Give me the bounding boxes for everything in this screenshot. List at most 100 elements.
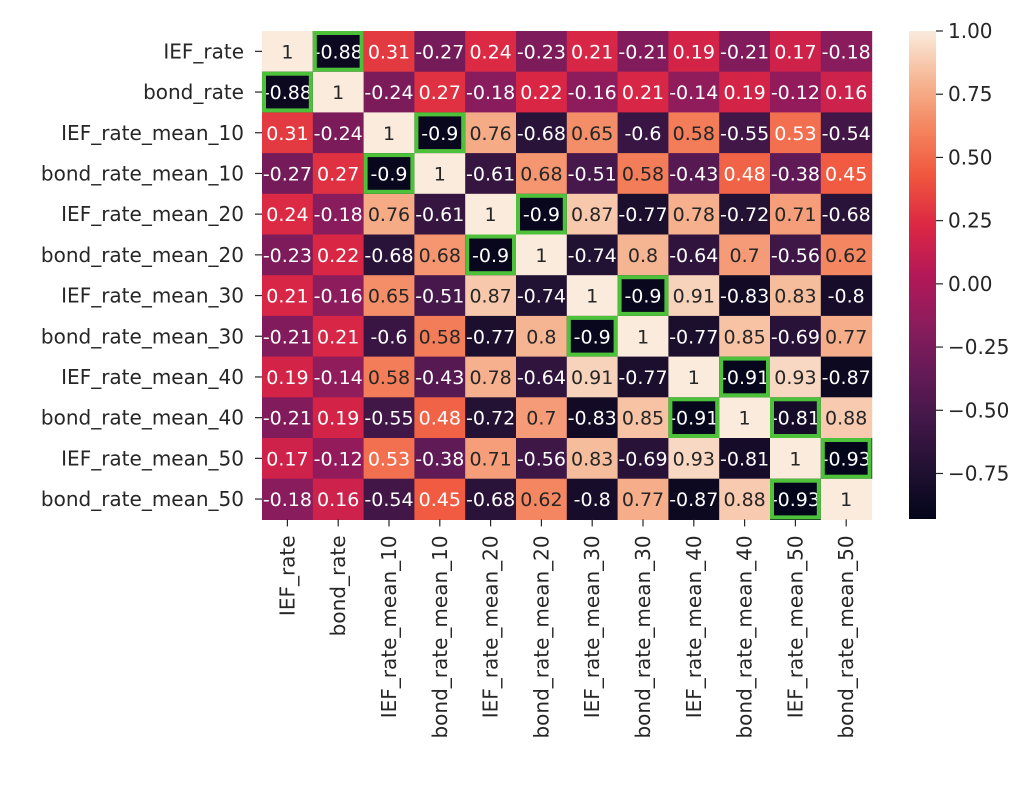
heatmap-cell-11-0 bbox=[262, 478, 314, 520]
heatmap-cell-0-10 bbox=[770, 31, 822, 73]
heatmap-value-10-6: 0.83 bbox=[571, 448, 613, 470]
heatmap-value-7-10: -0.69 bbox=[771, 326, 820, 348]
heatmap-cell-7-11 bbox=[820, 315, 873, 358]
heatmap-cell-5-0 bbox=[262, 234, 314, 276]
heatmap-value-9-3: 0.48 bbox=[419, 408, 461, 430]
heatmap-cell-9-6 bbox=[566, 397, 619, 439]
heatmap-value-10-0: 0.17 bbox=[266, 448, 308, 470]
colorbar-tick-label-7: −0.75 bbox=[948, 461, 1009, 485]
heatmap-value-4-7: -0.77 bbox=[618, 204, 667, 226]
heatmap-cell-3-2 bbox=[363, 153, 415, 195]
heatmap-cell-6-5 bbox=[516, 275, 568, 317]
heatmap-cell-6-10 bbox=[770, 275, 822, 317]
heatmap-cell-4-9 bbox=[719, 193, 771, 236]
x-tick-label-3: bond_rate_mean_10 bbox=[428, 535, 452, 738]
x-tick-label-8: IEF_rate_mean_40 bbox=[682, 535, 706, 718]
heatmap-cell-0-5 bbox=[516, 31, 568, 73]
heatmap-value-5-8: -0.64 bbox=[669, 245, 718, 267]
heatmap-cell-10-7 bbox=[617, 438, 669, 480]
heatmap-cell-0-7 bbox=[617, 31, 669, 73]
heatmap-cell-4-2 bbox=[363, 193, 415, 236]
heatmap-value-8-5: -0.64 bbox=[517, 367, 566, 389]
heatmap-value-4-3: -0.61 bbox=[415, 204, 464, 226]
heatmap-value-7-9: 0.85 bbox=[723, 326, 765, 348]
y-tick-label-10: IEF_rate_mean_50 bbox=[61, 446, 244, 470]
heatmap-value-3-9: 0.48 bbox=[723, 163, 765, 185]
heatmap-value-8-10: 0.93 bbox=[774, 367, 816, 389]
heatmap-value-7-5: 0.8 bbox=[526, 326, 556, 348]
highlight-box-6-7 bbox=[617, 275, 669, 316]
heatmap-cell-11-5 bbox=[516, 478, 568, 520]
heatmap-value-10-8: 0.93 bbox=[673, 448, 715, 470]
heatmap-cell-7-7 bbox=[617, 315, 669, 358]
heatmap-value-8-9: -0.91 bbox=[720, 367, 769, 389]
heatmap-cell-2-0 bbox=[262, 112, 314, 154]
heatmap-cell-4-0 bbox=[262, 193, 314, 236]
heatmap-value-0-6: 0.21 bbox=[571, 41, 613, 63]
highlight-box-10-11 bbox=[820, 438, 872, 479]
heatmap-value-11-9: 0.88 bbox=[723, 489, 765, 511]
heatmap-value-6-1: -0.16 bbox=[314, 286, 363, 308]
heatmap-value-1-2: -0.24 bbox=[364, 82, 413, 104]
heatmap-cell-7-4 bbox=[465, 315, 517, 358]
heatmap-cell-7-5 bbox=[516, 315, 568, 358]
heatmap-cell-5-5 bbox=[516, 234, 568, 276]
heatmap-value-0-2: 0.31 bbox=[368, 41, 410, 63]
heatmap-value-11-6: -0.8 bbox=[574, 489, 611, 511]
highlight-box-4-5 bbox=[516, 193, 567, 235]
heatmap-cell-0-0 bbox=[262, 31, 314, 73]
heatmap-value-2-2: 1 bbox=[383, 123, 395, 145]
heatmap-cell-10-0 bbox=[262, 438, 314, 480]
heatmap-cell-7-2 bbox=[363, 315, 415, 358]
heatmap-value-10-1: -0.12 bbox=[314, 448, 363, 470]
heatmap-value-11-10: -0.93 bbox=[771, 489, 820, 511]
heatmap-cell-0-8 bbox=[668, 31, 720, 73]
highlight-box-5-4 bbox=[465, 234, 517, 276]
heatmap-cell-8-6 bbox=[566, 356, 619, 398]
heatmap-cell-11-1 bbox=[312, 478, 365, 520]
heatmap-value-3-8: -0.43 bbox=[669, 163, 718, 185]
heatmap-value-8-0: 0.19 bbox=[266, 367, 308, 389]
heatmap-value-6-11: -0.8 bbox=[828, 286, 865, 308]
heatmap-cell-7-0 bbox=[262, 315, 314, 358]
heatmap-value-2-3: -0.9 bbox=[421, 123, 458, 145]
heatmap-cell-2-9 bbox=[719, 112, 771, 154]
heatmap-value-1-9: 0.19 bbox=[723, 82, 765, 104]
highlight-box-7-6 bbox=[566, 315, 618, 357]
heatmap-value-7-8: -0.77 bbox=[669, 326, 718, 348]
heatmap-cell-3-4 bbox=[465, 153, 517, 195]
heatmap-cell-8-8 bbox=[668, 356, 720, 398]
heatmap-value-9-9: 1 bbox=[739, 408, 751, 430]
highlight-boxes bbox=[262, 31, 872, 520]
heatmap-cell-5-10 bbox=[770, 234, 822, 276]
heatmap-value-3-10: -0.38 bbox=[771, 163, 820, 185]
x-tick-label-0: IEF_rate bbox=[275, 535, 299, 616]
heatmap-value-8-8: 1 bbox=[688, 367, 700, 389]
heatmap-cell-11-8 bbox=[668, 478, 720, 520]
heatmap-value-3-5: 0.68 bbox=[520, 163, 562, 185]
colorbar-tick-label-1: 0.75 bbox=[948, 82, 993, 106]
heatmap-value-1-0: -0.88 bbox=[263, 82, 312, 104]
heatmap-cell-1-0 bbox=[262, 71, 314, 113]
heatmap-cell-5-4 bbox=[465, 234, 517, 276]
heatmap-value-0-11: -0.18 bbox=[822, 41, 871, 63]
heatmap-value-0-5: -0.23 bbox=[517, 41, 566, 63]
heatmap-value-4-6: 0.87 bbox=[571, 204, 613, 226]
heatmap-value-0-8: 0.19 bbox=[673, 41, 715, 63]
highlight-box-3-2 bbox=[363, 153, 415, 194]
colorbar-tick-label-3: 0.25 bbox=[948, 209, 993, 233]
heatmap-cell-2-2 bbox=[363, 112, 415, 154]
heatmap-value-7-6: -0.9 bbox=[574, 326, 611, 348]
heatmap-value-0-1: -0.88 bbox=[314, 41, 363, 63]
heatmap-value-5-1: 0.22 bbox=[317, 245, 359, 267]
y-tick-label-6: IEF_rate_mean_30 bbox=[61, 284, 244, 308]
heatmap-cell-7-6 bbox=[566, 315, 619, 358]
heatmap-value-3-7: 0.58 bbox=[622, 163, 664, 185]
heatmap-value-7-0: -0.21 bbox=[263, 326, 312, 348]
heatmap-value-1-11: 0.16 bbox=[825, 82, 867, 104]
heatmap-value-7-2: -0.6 bbox=[370, 326, 407, 348]
heatmap-cell-2-5 bbox=[516, 112, 568, 154]
heatmap-value-2-11: -0.54 bbox=[822, 123, 871, 145]
y-tick-label-8: IEF_rate_mean_40 bbox=[61, 365, 244, 389]
heatmap-value-2-8: 0.58 bbox=[673, 123, 715, 145]
